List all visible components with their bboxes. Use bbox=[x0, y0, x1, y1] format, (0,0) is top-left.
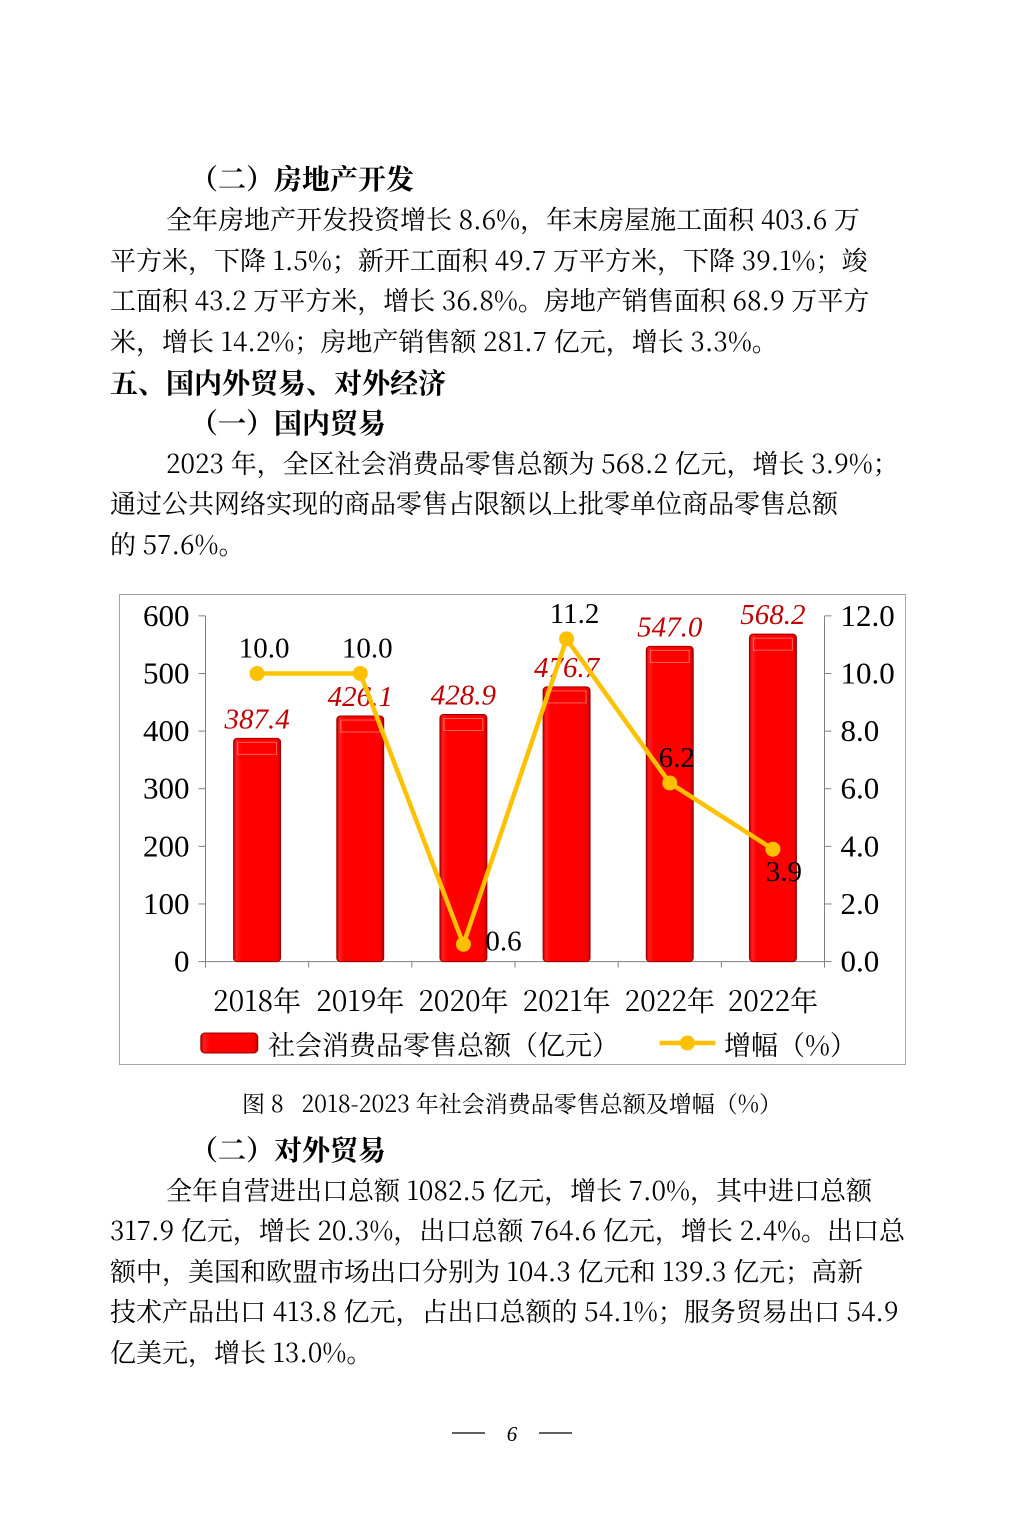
svg-text:600: 600 bbox=[143, 598, 190, 633]
svg-text:8.0: 8.0 bbox=[841, 713, 880, 748]
svg-text:300: 300 bbox=[143, 771, 190, 806]
svg-text:10.0: 10.0 bbox=[239, 632, 290, 664]
svg-text:476.7: 476.7 bbox=[534, 652, 601, 684]
svg-text:100: 100 bbox=[143, 886, 190, 921]
svg-text:568.2: 568.2 bbox=[740, 599, 805, 631]
svg-text:2.0: 2.0 bbox=[841, 886, 880, 921]
svg-text:10.0: 10.0 bbox=[342, 632, 393, 664]
svg-text:4.0: 4.0 bbox=[841, 828, 880, 863]
svg-text:6.0: 6.0 bbox=[841, 771, 880, 806]
svg-text:200: 200 bbox=[143, 828, 190, 863]
svg-text:6: 6 bbox=[507, 1422, 518, 1446]
svg-text:426.1: 426.1 bbox=[328, 681, 393, 713]
svg-text:3.9: 3.9 bbox=[766, 856, 802, 888]
svg-text:0.0: 0.0 bbox=[841, 944, 880, 979]
svg-text:2022年: 2022年 bbox=[728, 980, 818, 1020]
svg-text:547.0: 547.0 bbox=[637, 611, 703, 643]
svg-text:500: 500 bbox=[143, 655, 190, 690]
svg-text:社会消费品零售总额（亿元）: 社会消费品零售总额（亿元） bbox=[268, 1024, 619, 1063]
svg-text:0: 0 bbox=[174, 944, 190, 979]
svg-text:2020年: 2020年 bbox=[418, 980, 508, 1020]
svg-text:6.2: 6.2 bbox=[659, 742, 695, 774]
svg-text:428.9: 428.9 bbox=[431, 679, 497, 711]
svg-text:10.0: 10.0 bbox=[841, 655, 895, 690]
svg-text:2019年: 2019年 bbox=[316, 980, 404, 1020]
svg-text:0.6: 0.6 bbox=[485, 925, 521, 957]
svg-text:387.4: 387.4 bbox=[223, 703, 289, 735]
svg-text:11.2: 11.2 bbox=[550, 598, 600, 630]
svg-text:12.0: 12.0 bbox=[841, 598, 895, 633]
svg-text:2018年: 2018年 bbox=[213, 980, 301, 1020]
svg-text:2021年: 2021年 bbox=[523, 980, 611, 1020]
svg-text:400: 400 bbox=[143, 713, 190, 748]
svg-text:增幅（%）: 增幅（%） bbox=[724, 1024, 857, 1063]
svg-text:2022年: 2022年 bbox=[625, 980, 715, 1020]
